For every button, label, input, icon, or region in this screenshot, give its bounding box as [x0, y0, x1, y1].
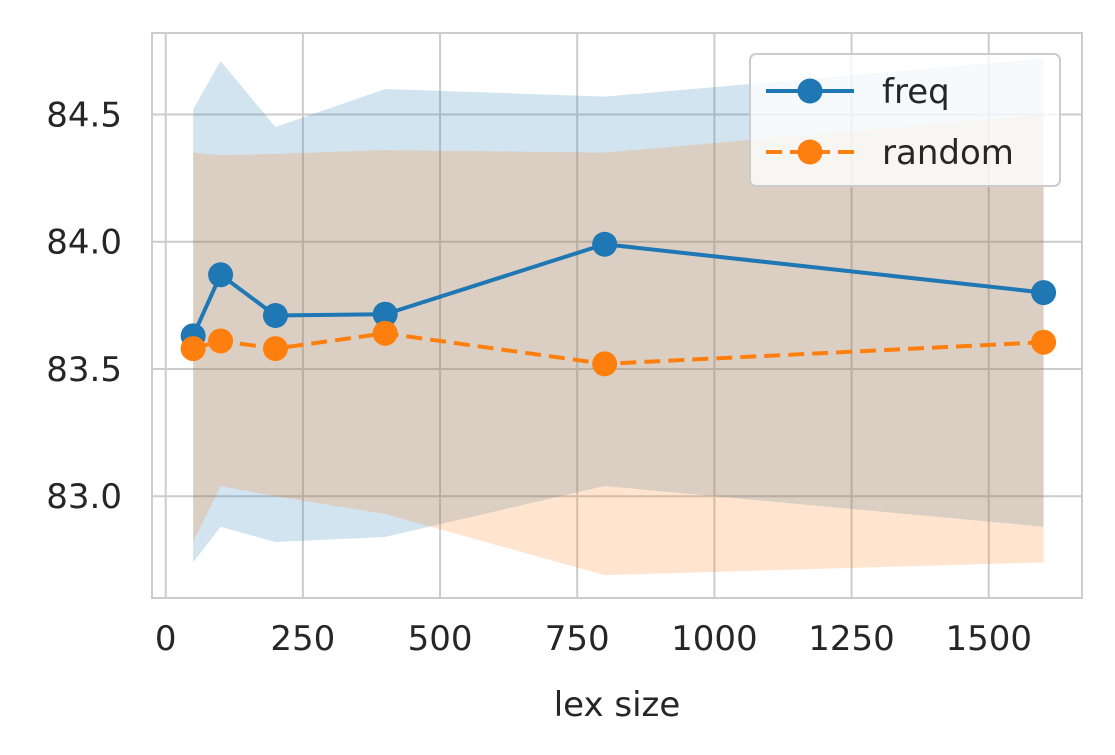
y-tick-label: 83.5 [46, 350, 122, 390]
legend: freq random [749, 53, 1061, 187]
x-tick-label: 1000 [671, 619, 758, 659]
x-tick-label: 250 [270, 619, 335, 659]
data-point [372, 320, 398, 346]
data-point [262, 303, 288, 328]
x-tick-label: 500 [408, 619, 473, 659]
y-tick-label: 83.0 [46, 477, 122, 517]
data-point [262, 336, 288, 362]
data-point [1031, 329, 1057, 355]
data-point [592, 231, 618, 257]
data-point [208, 328, 234, 354]
x-tick-label: 0 [155, 619, 177, 659]
tick-labels: 0 250 500 750 1000 1250 1500 83.0 83.5 84.0 84.5 [46, 95, 1032, 659]
series-line [192, 331, 1044, 366]
data-point [1031, 280, 1057, 306]
y-tick-label: 84.0 [46, 223, 122, 263]
plot-frame [151, 32, 1083, 599]
legend-marker [797, 78, 823, 104]
x-tick-label: 1250 [808, 619, 895, 659]
series-markers [180, 231, 1057, 377]
x-tick-label: 750 [545, 619, 610, 659]
legend-label: random [882, 133, 1014, 173]
data-point [372, 301, 398, 327]
data-point [208, 262, 234, 288]
data-point [180, 336, 206, 362]
y-tick-label: 84.5 [46, 95, 122, 135]
confidence-band [193, 114, 1044, 576]
legend-marker [797, 139, 823, 165]
data-point [592, 351, 618, 377]
x-axis-label: lex size [554, 685, 681, 725]
x-tick-label: 1500 [945, 619, 1032, 659]
legend-label: freq [882, 72, 950, 112]
